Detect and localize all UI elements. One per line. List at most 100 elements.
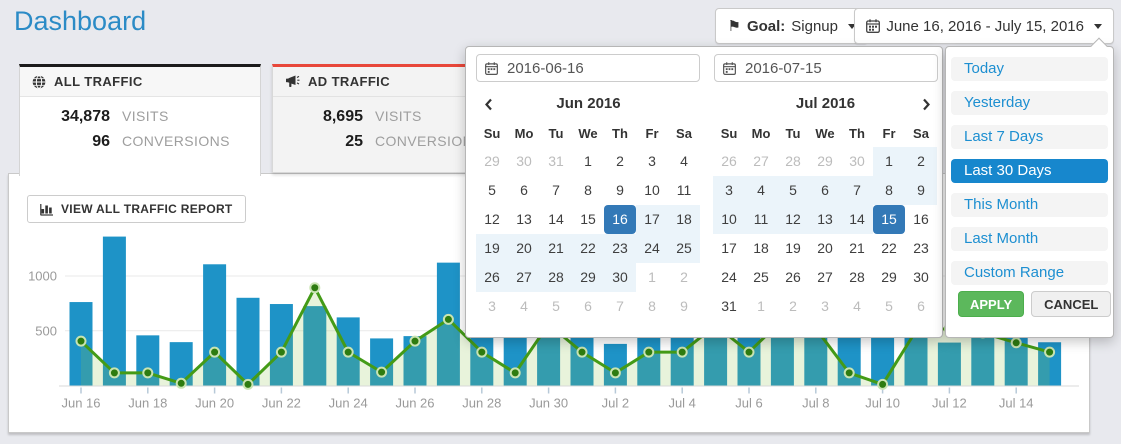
all-traffic-card[interactable]: ALL TRAFFIC 34,878 VISITS 96 CONVERSIONS (19, 64, 261, 176)
calendar-day[interactable]: 7 (552, 182, 560, 198)
calendar-day[interactable]: 5 (488, 182, 496, 198)
calendar-day[interactable]: 25 (668, 234, 700, 263)
calendar-day[interactable]: 14 (841, 205, 873, 234)
cancel-button[interactable]: CANCEL (1031, 291, 1112, 317)
next-month-button[interactable] (914, 91, 938, 117)
calendar-day[interactable]: 26 (721, 153, 737, 169)
range-option-today[interactable]: Today (951, 57, 1108, 81)
range-option-yesterday[interactable]: Yesterday (951, 91, 1108, 115)
calendar-day[interactable]: 4 (745, 176, 777, 205)
calendar-day[interactable]: 10 (644, 182, 660, 198)
calendar-day[interactable]: 27 (753, 153, 769, 169)
range-option-last-month[interactable]: Last Month (951, 227, 1108, 251)
calendar-day[interactable]: 7 (841, 176, 873, 205)
calendar-day[interactable]: 22 (881, 240, 897, 256)
calendar-day[interactable]: 5 (777, 176, 809, 205)
calendar-day[interactable]: 30 (913, 269, 929, 285)
calendar-day[interactable]: 15 (873, 205, 905, 234)
calendar-day[interactable]: 4 (853, 298, 861, 314)
calendar-day[interactable]: 30 (849, 153, 865, 169)
calendar-day[interactable]: 29 (572, 263, 604, 292)
calendar-day[interactable]: 8 (584, 182, 592, 198)
calendar-day[interactable]: 15 (580, 211, 596, 227)
view-all-traffic-report-button[interactable]: VIEW ALL TRAFFIC REPORT (27, 195, 246, 223)
calendar-day[interactable]: 26 (785, 269, 801, 285)
calendar-day[interactable]: 3 (713, 176, 745, 205)
calendar-day[interactable]: 30 (604, 263, 636, 292)
calendar-day[interactable]: 6 (520, 182, 528, 198)
calendar-day[interactable]: 13 (809, 205, 841, 234)
calendar-day[interactable]: 18 (668, 205, 700, 234)
calendar-day[interactable]: 6 (809, 176, 841, 205)
prev-month-button[interactable] (476, 91, 500, 117)
range-option-custom-range[interactable]: Custom Range (951, 261, 1108, 285)
apply-button[interactable]: APPLY (958, 291, 1025, 317)
calendar-day[interactable]: 24 (636, 234, 668, 263)
calendar-day[interactable]: 29 (484, 153, 500, 169)
calendar-day[interactable]: 11 (745, 205, 777, 234)
date-range-button[interactable]: June 16, 2016 - July 15, 2016 (854, 8, 1114, 44)
calendar-day[interactable]: 13 (516, 211, 532, 227)
calendar-day[interactable]: 26 (476, 263, 508, 292)
calendar-day[interactable]: 25 (753, 269, 769, 285)
calendar-day[interactable]: 3 (488, 298, 496, 314)
calendar-day[interactable]: 3 (821, 298, 829, 314)
calendar-day[interactable]: 21 (540, 234, 572, 263)
calendar-day[interactable]: 17 (721, 240, 737, 256)
calendar-day[interactable]: 21 (849, 240, 865, 256)
calendar-day[interactable]: 1 (648, 269, 656, 285)
calendar-day[interactable]: 19 (785, 240, 801, 256)
calendar-day[interactable]: 11 (676, 182, 692, 198)
calendar-day[interactable]: 1 (584, 153, 592, 169)
calendar-day[interactable]: 2 (680, 269, 688, 285)
calendar-day[interactable]: 4 (680, 153, 688, 169)
calendar-day[interactable]: 2 (789, 298, 797, 314)
calendar-day[interactable]: 19 (476, 234, 508, 263)
calendar-day[interactable]: 6 (584, 298, 592, 314)
calendar-day[interactable]: 3 (648, 153, 656, 169)
calendar-day[interactable]: 7 (616, 298, 624, 314)
calendar-day[interactable]: 30 (516, 153, 532, 169)
calendar-day[interactable]: 29 (881, 269, 897, 285)
calendar-day[interactable]: 28 (785, 153, 801, 169)
calendar-day[interactable]: 10 (713, 205, 745, 234)
range-option-last-7-days[interactable]: Last 7 Days (951, 125, 1108, 149)
calendar-day[interactable]: 8 (873, 176, 905, 205)
calendar-day[interactable]: 14 (548, 211, 564, 227)
calendar-day[interactable]: 5 (885, 298, 893, 314)
calendar-day[interactable]: 27 (508, 263, 540, 292)
calendar-day[interactable]: 1 (873, 147, 905, 176)
start-date-input[interactable] (505, 58, 691, 78)
calendar-day[interactable]: 24 (721, 269, 737, 285)
calendar-day[interactable]: 28 (849, 269, 865, 285)
calendar-day[interactable]: 29 (817, 153, 833, 169)
calendar-day[interactable]: 18 (753, 240, 769, 256)
calendar-day[interactable]: 22 (572, 234, 604, 263)
calendar-day[interactable]: 9 (905, 176, 937, 205)
calendar-day[interactable]: 1 (757, 298, 765, 314)
calendar-day[interactable]: 6 (917, 298, 925, 314)
calendar-day[interactable]: 9 (616, 182, 624, 198)
calendar-day[interactable]: 20 (817, 240, 833, 256)
calendar-day[interactable]: 8 (648, 298, 656, 314)
calendar-day[interactable]: 5 (552, 298, 560, 314)
range-option-this-month[interactable]: This Month (951, 193, 1108, 217)
range-option-last-30-days[interactable]: Last 30 Days (951, 159, 1108, 183)
goal-selector-button[interactable]: ⚑ Goal: Signup (715, 8, 868, 44)
calendar-day[interactable]: 20 (508, 234, 540, 263)
calendar-day[interactable]: 17 (636, 205, 668, 234)
calendar-day[interactable]: 16 (913, 211, 929, 227)
calendar-day[interactable]: 31 (721, 298, 737, 314)
calendar-day[interactable]: 16 (604, 205, 636, 234)
end-date-input[interactable] (743, 58, 929, 78)
calendar-day[interactable]: 12 (777, 205, 809, 234)
calendar-day[interactable]: 9 (680, 298, 688, 314)
calendar-day[interactable]: 12 (484, 211, 500, 227)
calendar-day[interactable]: 23 (604, 234, 636, 263)
calendar-day[interactable]: 2 (905, 147, 937, 176)
calendar-day[interactable]: 31 (548, 153, 564, 169)
calendar-day[interactable]: 2 (616, 153, 624, 169)
calendar-day[interactable]: 28 (540, 263, 572, 292)
calendar-day[interactable]: 23 (913, 240, 929, 256)
calendar-day[interactable]: 4 (520, 298, 528, 314)
